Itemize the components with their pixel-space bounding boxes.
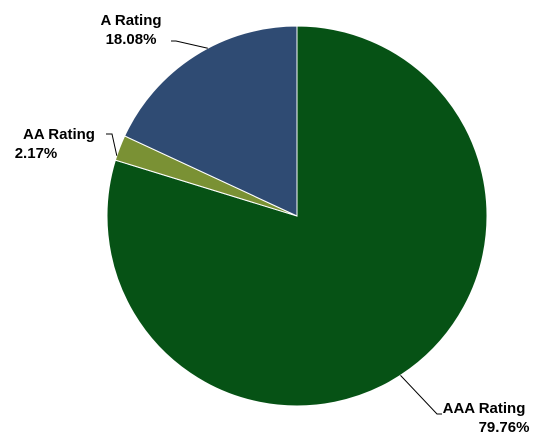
slice-label-aa: AA Rating	[23, 126, 95, 143]
leader-line-aaa	[400, 375, 442, 415]
labels-layer: AAA Rating 79.76% AA Rating 2.17% A Rati…	[15, 12, 530, 436]
slices-layer	[106, 25, 488, 407]
slice-value-aa: 2.17%	[15, 145, 58, 162]
slice-value-aaa: 79.76%	[479, 419, 530, 436]
pie-slice-aaa	[106, 25, 488, 407]
pie-slice-a	[124, 25, 298, 217]
leaders-layer	[106, 40, 442, 415]
slice-label-aaa: AAA Rating	[443, 400, 526, 417]
leader-line-aa	[106, 133, 118, 156]
slice-value-a: 18.08%	[106, 31, 157, 48]
slice-label-a: A Rating	[100, 12, 161, 29]
leader-line-a	[171, 40, 208, 49]
